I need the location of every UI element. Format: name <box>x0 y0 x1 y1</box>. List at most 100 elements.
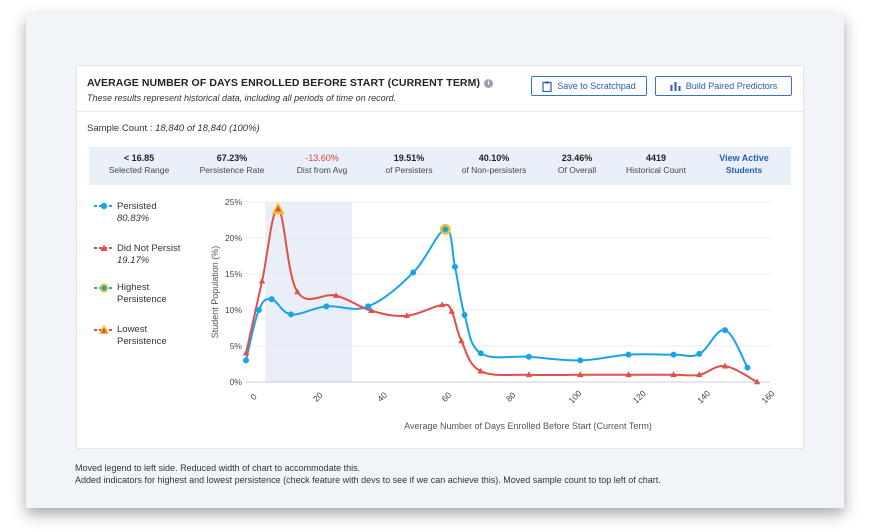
bar-chart-icon <box>670 82 681 91</box>
x-tick-label: 0 <box>248 391 259 402</box>
chart-card: AVERAGE NUMBER OF DAYS ENROLLED BEFORE S… <box>76 65 804 449</box>
legend-label: Highest <box>117 282 150 293</box>
link-line-1: View Active <box>719 153 769 163</box>
persisted-legend-icon <box>94 202 114 210</box>
persisted-point <box>577 357 584 364</box>
build-paired-predictors-label: Build Paired Predictors <box>685 81 778 91</box>
legend-label: Did Not Persist <box>117 243 181 254</box>
lowest-persistence-legend-icon <box>94 324 114 334</box>
did-not-persist-point <box>332 292 340 298</box>
stat-value: -13.60% <box>305 153 339 163</box>
design-note-2: Added indicators for highest and lowest … <box>75 475 661 485</box>
persisted-point <box>255 307 262 313</box>
x-tick-label: 160 <box>759 388 776 405</box>
stat-label: Selected Range <box>108 165 170 175</box>
did-not-persist-point <box>242 349 250 356</box>
y-tick-label: 5% <box>230 341 243 351</box>
stat-label: Of Overall <box>557 165 597 175</box>
chart-subtitle: These results represent historical data,… <box>87 93 397 103</box>
stat-value: 67.23% <box>216 153 248 163</box>
persisted-point <box>525 353 532 360</box>
x-tick-label: 20 <box>311 390 325 404</box>
info-icon[interactable]: i <box>484 78 494 88</box>
did-not-persist-point <box>670 371 677 378</box>
did-not-persist-point <box>577 371 584 378</box>
persisted-point <box>670 351 677 358</box>
did-not-persist-point <box>721 362 729 369</box>
x-tick-label: 60 <box>440 390 454 404</box>
legend-percent: 19.17% <box>117 255 150 266</box>
persisted-point <box>451 263 458 270</box>
persisted-point <box>365 303 372 310</box>
persisted-point <box>461 312 468 319</box>
save-to-scratchpad-button[interactable]: Save to Scratchpad <box>531 76 647 96</box>
stats-bar: < 16.85 Selected Range 67.23% Persistenc… <box>89 147 791 185</box>
header-divider <box>77 111 803 112</box>
stat-label: of Persisters <box>385 165 433 175</box>
persisted-point <box>323 303 330 310</box>
clipboard-icon <box>542 81 552 92</box>
view-active-students-link[interactable]: View Active Students <box>699 153 789 175</box>
legend-label: Lowest <box>117 324 148 335</box>
did-not-persist-legend-icon <box>94 244 114 251</box>
legend-label: Persistence <box>117 294 167 305</box>
stat-label: Dist from Avg <box>296 165 348 175</box>
y-tick-label: 0% <box>230 377 243 387</box>
build-paired-predictors-button[interactable]: Build Paired Predictors <box>655 76 792 96</box>
did-not-persist-point <box>403 312 410 319</box>
did-not-persist-point <box>458 337 465 344</box>
persisted-point <box>721 327 728 334</box>
y-tick-label: 15% <box>225 269 242 279</box>
y-tick-label: 10% <box>225 305 242 315</box>
did-not-persist-point <box>258 277 266 284</box>
stat-value: 4419 <box>645 153 667 163</box>
y-axis-label: Student Population (%) <box>210 246 220 339</box>
chart-title: AVERAGE NUMBER OF DAYS ENROLLED BEFORE S… <box>87 77 494 89</box>
stat-value: 23.46% <box>561 153 593 163</box>
persisted-point <box>268 296 275 303</box>
did-not-persist-point <box>274 205 282 212</box>
save-to-scratchpad-label: Save to Scratchpad <box>557 81 636 91</box>
stat-value: 40.10% <box>478 153 510 163</box>
y-tick-label: 20% <box>225 233 242 243</box>
did-not-persist-point <box>525 371 533 378</box>
stat-selected-range: < 16.85 Selected Range <box>94 153 184 175</box>
x-tick-label: 100 <box>566 388 583 405</box>
stat-label: of Non-persisters <box>461 165 527 175</box>
stat-dist-from-avg: -13.60% Dist from Avg <box>277 153 367 175</box>
did-not-persist-point <box>438 301 446 308</box>
chart-title-text: AVERAGE NUMBER OF DAYS ENROLLED BEFORE S… <box>87 77 481 89</box>
x-tick-label: 140 <box>695 388 712 405</box>
selected-range-band <box>265 202 353 382</box>
persisted-point <box>410 269 417 276</box>
x-tick-label: 40 <box>375 390 389 404</box>
x-tick-label: 80 <box>504 390 518 404</box>
link-line-2: Students <box>725 165 763 175</box>
stat-persistence-rate: 67.23% Persistence Rate <box>187 153 277 175</box>
stat-label: Persistence Rate <box>199 165 265 175</box>
did-not-persist-point <box>448 307 455 314</box>
did-not-persist-point <box>477 367 484 374</box>
x-axis-label: Average Number of Days Enrolled Before S… <box>404 421 652 431</box>
did-not-persist-point <box>368 307 375 314</box>
persisted-point <box>442 226 449 233</box>
sample-count-value: 18,840 of 18,840 (100%) <box>155 123 260 134</box>
persisted-point <box>288 311 295 318</box>
persisted-point <box>477 350 484 357</box>
did-not-persist-point <box>753 378 761 385</box>
persisted-point <box>744 364 751 371</box>
design-note-1: Moved legend to left side. Reduced width… <box>75 463 361 473</box>
stat-value: 19.51% <box>393 153 425 163</box>
did-not-persist-point <box>696 371 703 378</box>
legend-label: Persisted <box>117 201 157 212</box>
stat-of-non-persisters: 40.10% of Non-persisters <box>449 153 539 175</box>
sample-count: Sample Count : 18,840 of 18,840 (100%) <box>87 123 260 134</box>
stat-of-persisters: 19.51% of Persisters <box>364 153 454 175</box>
persisted-point <box>625 351 632 358</box>
highest-persistence-legend-icon <box>94 283 114 293</box>
persisted-point <box>243 357 249 364</box>
y-tick-label: 25% <box>225 197 242 207</box>
stat-value: < 16.85 <box>123 153 155 163</box>
stat-historical-count: 4419 Historical Count <box>611 153 701 175</box>
